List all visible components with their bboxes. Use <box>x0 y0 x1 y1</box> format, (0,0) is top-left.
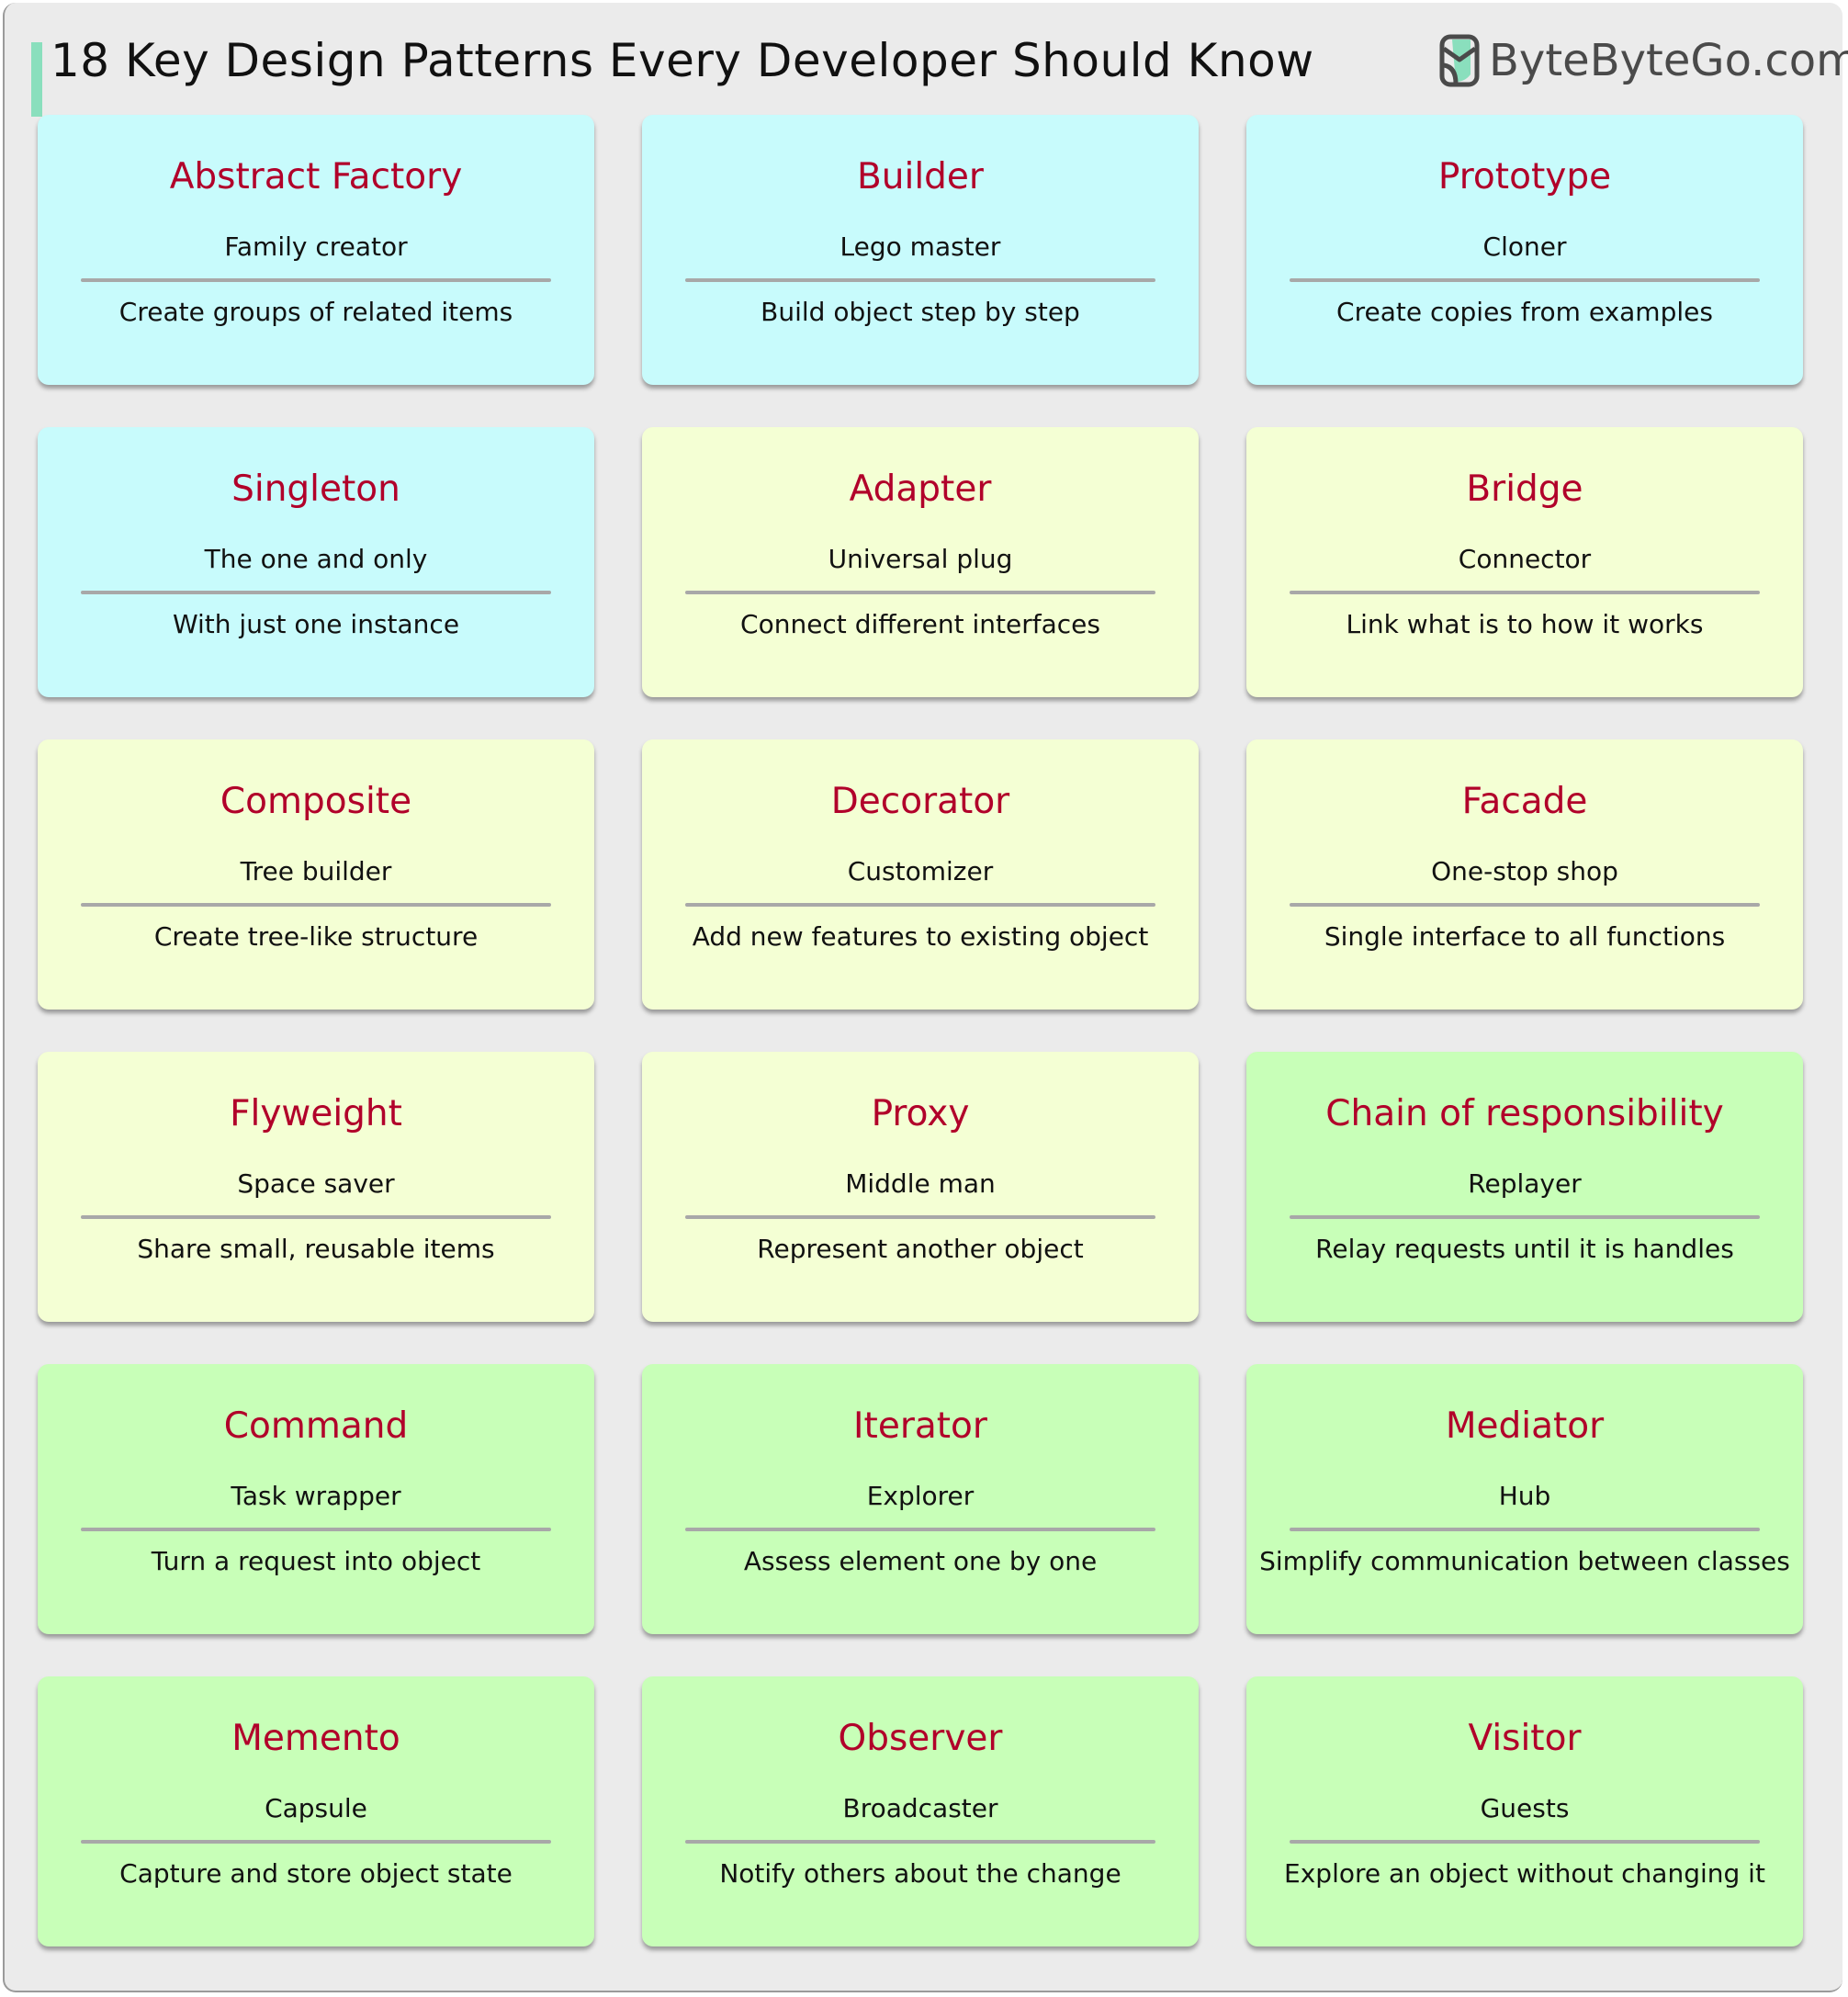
divider <box>81 591 551 594</box>
pattern-nickname: Tree builder <box>240 856 392 886</box>
divider <box>685 903 1155 907</box>
pattern-card-chain-of-responsibility: Chain of responsibility Replayer Relay req… <box>1246 1052 1803 1322</box>
pattern-description: Explore an object without changing it <box>1284 1858 1765 1889</box>
title-accent-bar <box>31 42 42 117</box>
pattern-description: Create groups of related items <box>118 297 513 327</box>
divider <box>81 903 551 907</box>
pattern-name: Abstract Factory <box>169 156 463 197</box>
pattern-card-composite: Composite Tree builder Create tree-like st… <box>38 739 594 1010</box>
pattern-nickname: The one and only <box>204 544 428 574</box>
divider <box>685 1840 1155 1844</box>
pattern-grid: Abstract Factory Family creator Create gro… <box>38 115 1803 1946</box>
divider <box>1290 1840 1760 1844</box>
pattern-name: Prototype <box>1437 156 1612 197</box>
pattern-description: Assess element one by one <box>743 1546 1098 1576</box>
pattern-nickname: Lego master <box>839 231 1001 262</box>
divider <box>685 591 1155 594</box>
pattern-nickname: Space saver <box>237 1168 395 1199</box>
pattern-description: Capture and store object state <box>119 1858 513 1889</box>
pattern-card-flyweight: Flyweight Space saver Share small, reusabl… <box>38 1052 594 1322</box>
logo-text: ByteByteGo.com <box>1489 35 1848 86</box>
pattern-description: Create tree-like structure <box>153 921 479 952</box>
pattern-card-adapter: Adapter Universal plug Connect different i… <box>642 427 1199 697</box>
pattern-name: Command <box>223 1405 409 1447</box>
divider <box>81 1215 551 1219</box>
pattern-name: Facade <box>1461 781 1588 822</box>
divider <box>685 1215 1155 1219</box>
pattern-name: Chain of responsibility <box>1325 1093 1724 1134</box>
pattern-name: Mediator <box>1445 1405 1605 1447</box>
divider <box>1290 1215 1760 1219</box>
divider <box>1290 1528 1760 1531</box>
divider <box>1290 278 1760 282</box>
pattern-description: Notify others about the change <box>719 1858 1121 1889</box>
divider <box>81 1840 551 1844</box>
pattern-description: Connect different interfaces <box>740 609 1100 639</box>
pattern-nickname: Universal plug <box>828 544 1013 574</box>
pattern-description: Relay requests until it is handles <box>1315 1234 1734 1264</box>
pattern-name: Adapter <box>849 468 992 510</box>
pattern-description: Link what is to how it works <box>1346 609 1704 639</box>
pattern-description: Share small, reusable items <box>137 1234 495 1264</box>
pattern-card-abstract-factory: Abstract Factory Family creator Create gro… <box>38 115 594 385</box>
pattern-nickname: Hub <box>1498 1481 1551 1511</box>
pattern-description: Simplify communication between classes <box>1259 1546 1790 1576</box>
pattern-nickname: Connector <box>1458 544 1592 574</box>
pattern-nickname: Customizer <box>847 856 994 886</box>
pattern-name: Visitor <box>1468 1718 1582 1759</box>
pattern-description: Add new features to existing object <box>692 921 1149 952</box>
pattern-nickname: Capsule <box>265 1793 367 1823</box>
pattern-card-prototype: Prototype Cloner Create copies from exampl… <box>1246 115 1803 385</box>
pattern-nickname: Task wrapper <box>231 1481 401 1511</box>
pattern-description: Turn a request into object <box>151 1546 481 1576</box>
pattern-card-decorator: Decorator Customizer Add new features to e… <box>642 739 1199 1010</box>
pattern-card-visitor: Visitor Guests Explore an object without c… <box>1246 1676 1803 1946</box>
pattern-name: Builder <box>857 156 984 197</box>
divider <box>81 278 551 282</box>
pattern-nickname: Explorer <box>866 1481 975 1511</box>
pattern-nickname: Broadcaster <box>842 1793 998 1823</box>
pattern-card-proxy: Proxy Middle man Represent another object <box>642 1052 1199 1322</box>
bytebytego-logo: ByteByteGo.com <box>1439 34 1848 87</box>
pattern-nickname: Middle man <box>845 1168 996 1199</box>
pattern-card-memento: Memento Capsule Capture and store object s… <box>38 1676 594 1946</box>
pattern-nickname: Guests <box>1480 1793 1570 1823</box>
pattern-name: Decorator <box>830 781 1010 822</box>
pattern-nickname: Family creator <box>224 231 408 262</box>
divider <box>1290 903 1760 907</box>
pattern-name: Proxy <box>871 1093 970 1134</box>
pattern-description: Build object step by step <box>761 297 1080 327</box>
page-title: 18 Key Design Patterns Every Developer S… <box>51 34 1314 87</box>
pattern-nickname: Replayer <box>1468 1168 1582 1199</box>
pattern-nickname: One-stop shop <box>1431 856 1618 886</box>
divider <box>685 1528 1155 1531</box>
pattern-name: Composite <box>220 781 412 822</box>
pattern-nickname: Cloner <box>1482 231 1567 262</box>
pattern-card-bridge: Bridge Connector Link what is to how it wo… <box>1246 427 1803 697</box>
pattern-name: Observer <box>838 1718 1003 1759</box>
pattern-description: Single interface to all functions <box>1324 921 1726 952</box>
pattern-name: Memento <box>231 1718 400 1759</box>
pattern-card-iterator: Iterator Explorer Assess element one by on… <box>642 1364 1199 1634</box>
pattern-description: Represent another object <box>757 1234 1084 1264</box>
divider <box>81 1528 551 1531</box>
pattern-name: Iterator <box>853 1405 987 1447</box>
pattern-card-mediator: Mediator Hub Simplify communication betwee… <box>1246 1364 1803 1634</box>
divider <box>1290 591 1760 594</box>
bytebytego-logo-icon <box>1439 34 1480 87</box>
pattern-description: With just one instance <box>172 609 460 639</box>
divider <box>685 278 1155 282</box>
pattern-card-builder: Builder Lego master Build object step by s… <box>642 115 1199 385</box>
pattern-card-command: Command Task wrapper Turn a request into o… <box>38 1364 594 1634</box>
pattern-card-singleton: Singleton The one and only With just one i… <box>38 427 594 697</box>
pattern-card-observer: Observer Broadcaster Notify others about t… <box>642 1676 1199 1946</box>
pattern-name: Bridge <box>1466 468 1583 510</box>
pattern-name: Flyweight <box>230 1093 402 1134</box>
pattern-description: Create copies from examples <box>1336 297 1713 327</box>
pattern-name: Singleton <box>231 468 400 510</box>
pattern-card-facade: Facade One-stop shop Single interface to a… <box>1246 739 1803 1010</box>
